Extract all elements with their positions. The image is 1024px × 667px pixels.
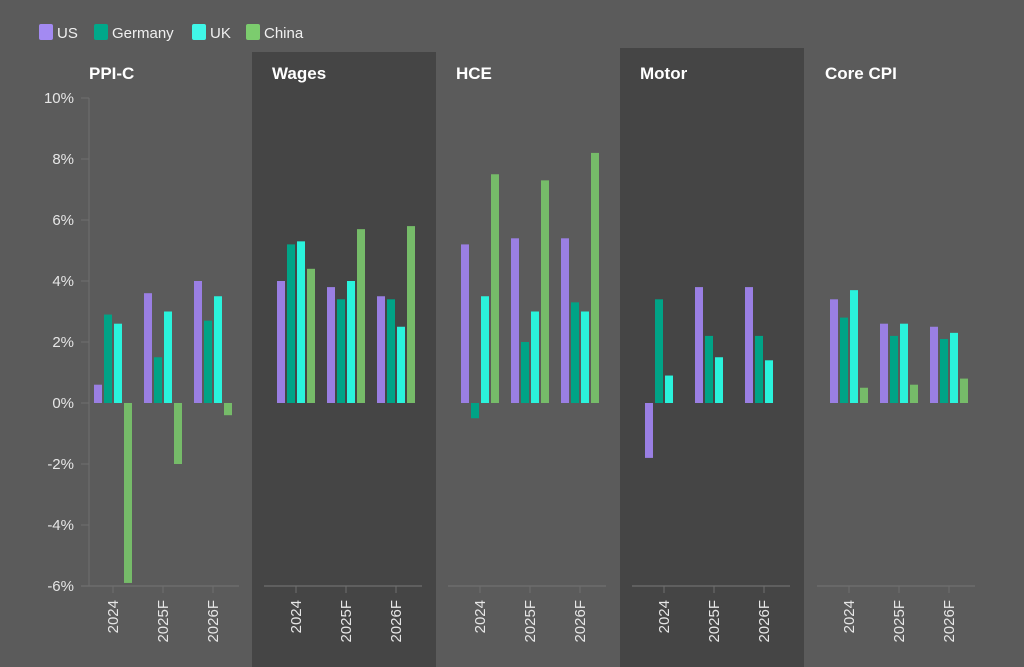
bar-core-cpi-2024-uk (850, 290, 858, 403)
bar-wages-2026f-us (377, 296, 385, 403)
bar-motor-2026f-us (745, 287, 753, 403)
bar-ppi-c-2024-china (124, 403, 132, 583)
y-tick-label: -4% (47, 517, 74, 534)
bar-wages-2025f-germany (337, 299, 345, 403)
y-tick-label: -6% (47, 578, 74, 595)
panel-title: Core CPI (825, 64, 897, 83)
x-tick-label: 2025F (522, 600, 539, 643)
x-tick-label: 2024 (841, 600, 858, 633)
bar-core-cpi-2025f-us (880, 323, 888, 403)
bar-ppi-c-2026f-china (224, 403, 232, 416)
legend-swatch-uk (192, 24, 206, 40)
bar-motor-2025f-germany (705, 335, 713, 403)
y-tick-label: 10% (44, 90, 74, 107)
bar-core-cpi-2024-germany (840, 317, 848, 403)
bar-hce-2026f-germany (571, 302, 579, 403)
bar-hce-2025f-china (541, 180, 549, 403)
y-tick-label: -2% (47, 456, 74, 473)
bar-ppi-c-2026f-us (194, 281, 202, 403)
bar-ppi-c-2024-us (94, 384, 102, 403)
x-tick-label: 2025F (706, 600, 723, 643)
x-tick-label: 2025F (338, 600, 355, 643)
bar-wages-2024-us (277, 281, 285, 403)
panel-title: HCE (456, 64, 492, 83)
legend-label-china: China (264, 25, 304, 42)
panel-title: PPI-C (89, 64, 134, 83)
bar-hce-2025f-germany (521, 342, 529, 403)
bar-motor-2024-uk (665, 375, 673, 403)
bar-motor-2024-germany (655, 299, 663, 403)
bar-ppi-c-2024-germany (104, 314, 112, 403)
x-tick-label: 2024 (656, 600, 673, 633)
y-tick-label: 2% (52, 334, 74, 351)
bar-core-cpi-2026f-us (930, 326, 938, 403)
bar-hce-2025f-us (511, 238, 519, 403)
bar-hce-2026f-uk (581, 311, 589, 403)
bar-wages-2026f-china (407, 226, 415, 403)
x-tick-label: 2024 (472, 600, 489, 633)
bar-ppi-c-2025f-germany (154, 357, 162, 403)
bar-core-cpi-2026f-uk (950, 332, 958, 403)
bar-wages-2024-germany (287, 244, 295, 403)
bar-motor-2024-us (645, 403, 653, 458)
bar-core-cpi-2025f-china (910, 384, 918, 403)
bar-ppi-c-2026f-uk (214, 296, 222, 403)
y-tick-label: 8% (52, 151, 74, 168)
bar-ppi-c-2024-uk (114, 323, 122, 403)
bar-core-cpi-2024-us (830, 299, 838, 403)
x-tick-label: 2025F (891, 600, 908, 643)
bar-motor-2026f-uk (765, 360, 773, 403)
bar-wages-2026f-germany (387, 299, 395, 403)
bar-wages-2025f-us (327, 287, 335, 403)
bar-hce-2026f-china (591, 152, 599, 403)
legend-swatch-china (246, 24, 260, 40)
legend-label-germany: Germany (112, 25, 174, 42)
y-tick-label: 0% (52, 395, 74, 412)
bar-hce-2024-uk (481, 296, 489, 403)
x-tick-label: 2024 (105, 600, 122, 633)
x-tick-label: 2026F (388, 600, 405, 643)
bar-ppi-c-2025f-us (144, 293, 152, 403)
x-tick-label: 2025F (155, 600, 172, 643)
bar-hce-2026f-us (561, 238, 569, 403)
bar-hce-2024-us (461, 244, 469, 403)
bar-wages-2024-uk (297, 241, 305, 403)
bar-wages-2024-china (307, 268, 315, 403)
bar-ppi-c-2026f-germany (204, 320, 212, 403)
bar-hce-2024-germany (471, 403, 479, 419)
x-tick-label: 2026F (941, 600, 958, 643)
legend-label-uk: UK (210, 25, 231, 42)
x-tick-label: 2026F (572, 600, 589, 643)
bar-ppi-c-2025f-china (174, 403, 182, 464)
bar-wages-2025f-china (357, 229, 365, 403)
bar-motor-2025f-us (695, 287, 703, 403)
bar-hce-2024-china (491, 174, 499, 403)
x-tick-label: 2026F (756, 600, 773, 643)
bar-core-cpi-2026f-china (960, 378, 968, 403)
bar-core-cpi-2024-china (860, 387, 868, 403)
legend-swatch-germany (94, 24, 108, 40)
y-tick-label: 4% (52, 273, 74, 290)
x-tick-label: 2024 (288, 600, 305, 633)
x-tick-label: 2026F (205, 600, 222, 643)
bar-core-cpi-2025f-germany (890, 335, 898, 403)
bar-core-cpi-2026f-germany (940, 338, 948, 403)
y-tick-label: 6% (52, 212, 74, 229)
legend-swatch-us (39, 24, 53, 40)
panel-title: Wages (272, 64, 326, 83)
bar-wages-2026f-uk (397, 326, 405, 403)
bar-core-cpi-2025f-uk (900, 323, 908, 403)
bar-motor-2025f-uk (715, 357, 723, 403)
bar-wages-2025f-uk (347, 281, 355, 403)
bar-hce-2025f-uk (531, 311, 539, 403)
bar-motor-2026f-germany (755, 335, 763, 403)
bar-ppi-c-2025f-uk (164, 311, 172, 403)
legend-label-us: US (57, 25, 78, 42)
panel-title: Motor (640, 64, 688, 83)
